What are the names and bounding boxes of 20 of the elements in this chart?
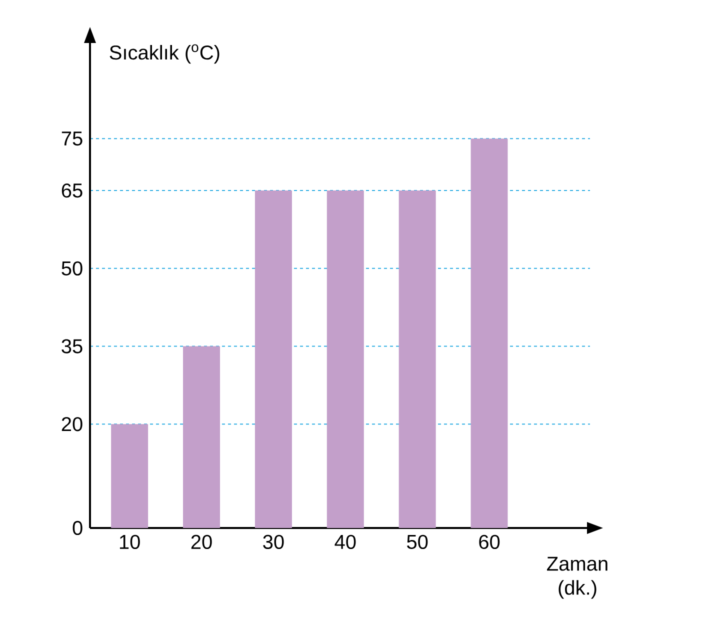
x-tick-label: 30: [263, 534, 284, 550]
bar: [470, 138, 508, 528]
y-tick-label: 35: [62, 339, 82, 354]
bar: [254, 190, 292, 528]
y-tick-label: 50: [62, 261, 82, 276]
y-tick-label: 20: [62, 417, 82, 432]
x-tick-label: 60: [479, 534, 500, 550]
y-axis-title: Sıcaklık ($^{o}$C): [110, 44, 220, 64]
x-tick-label: 40: [334, 534, 356, 550]
x-axis-title: Zaman (dk.): [547, 556, 608, 599]
bar: [398, 190, 436, 528]
x-tick-label: 50: [407, 534, 428, 550]
bar: [111, 424, 148, 528]
y-tick-label: 65: [62, 183, 82, 198]
bar: [326, 190, 364, 528]
y-tick-label: 0: [72, 520, 82, 536]
x-tick-label: 20: [191, 534, 212, 550]
y-tick-label: 75: [62, 132, 82, 146]
bar: [183, 346, 220, 528]
x-tick-label: 10: [120, 534, 140, 550]
